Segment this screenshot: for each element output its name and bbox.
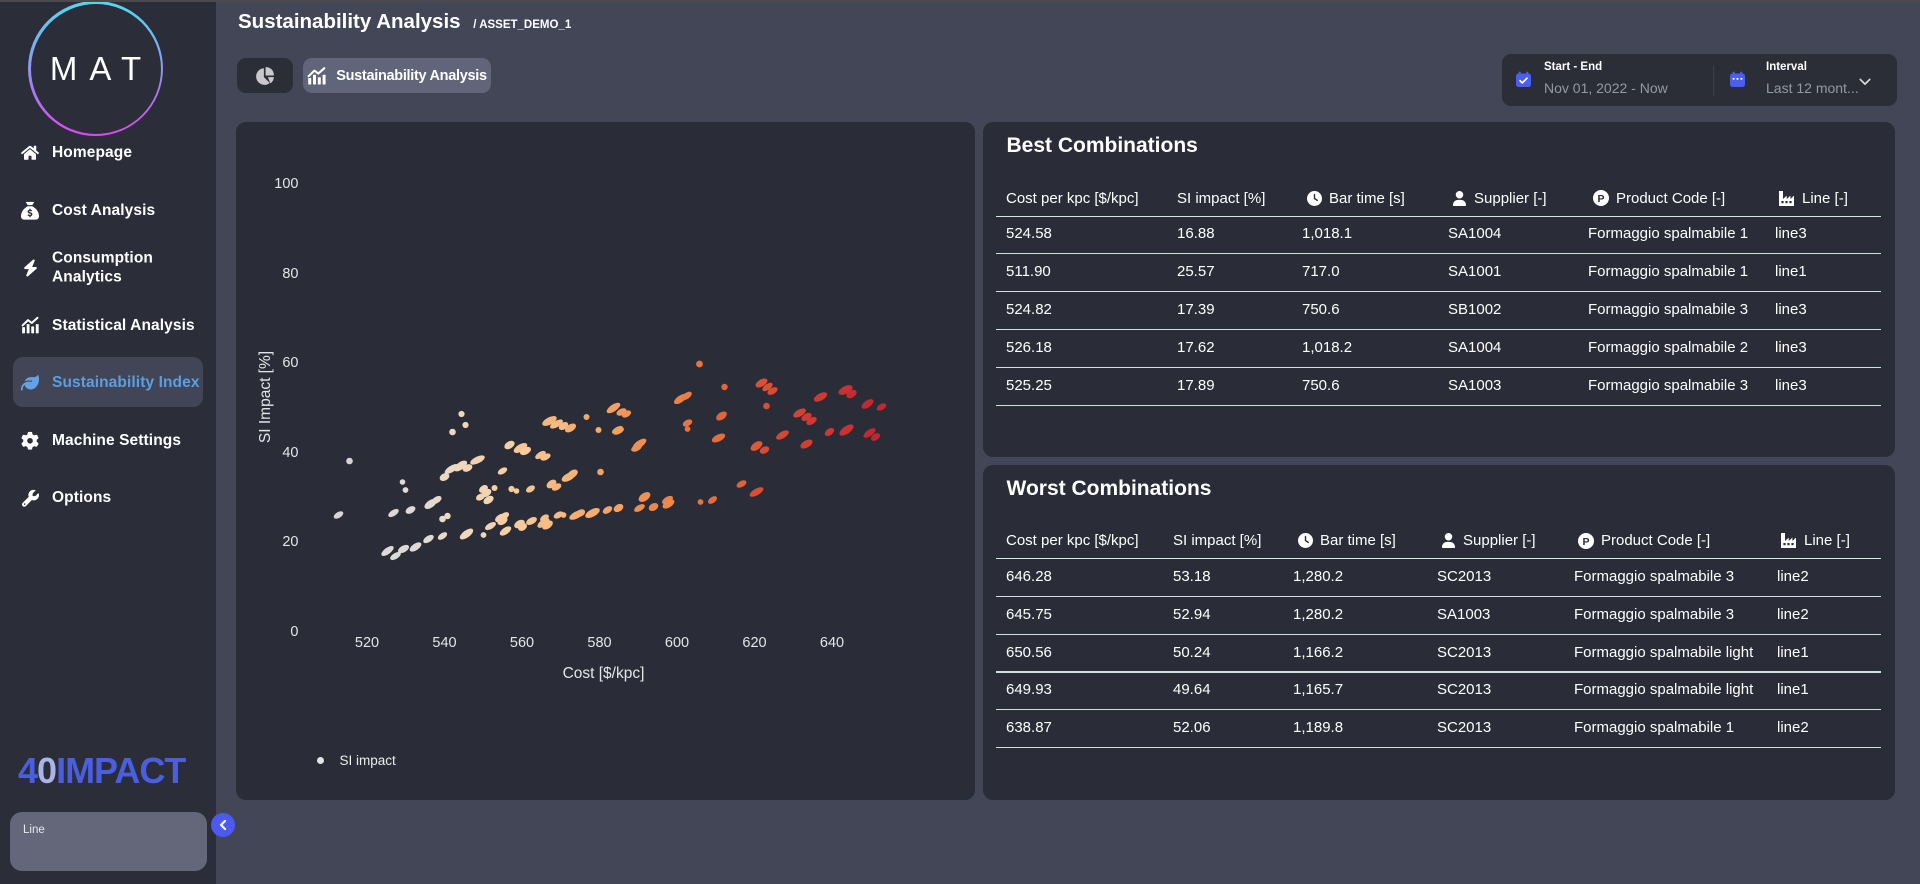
svg-text:P: P <box>1582 535 1589 547</box>
svg-text:P: P <box>1597 193 1604 205</box>
